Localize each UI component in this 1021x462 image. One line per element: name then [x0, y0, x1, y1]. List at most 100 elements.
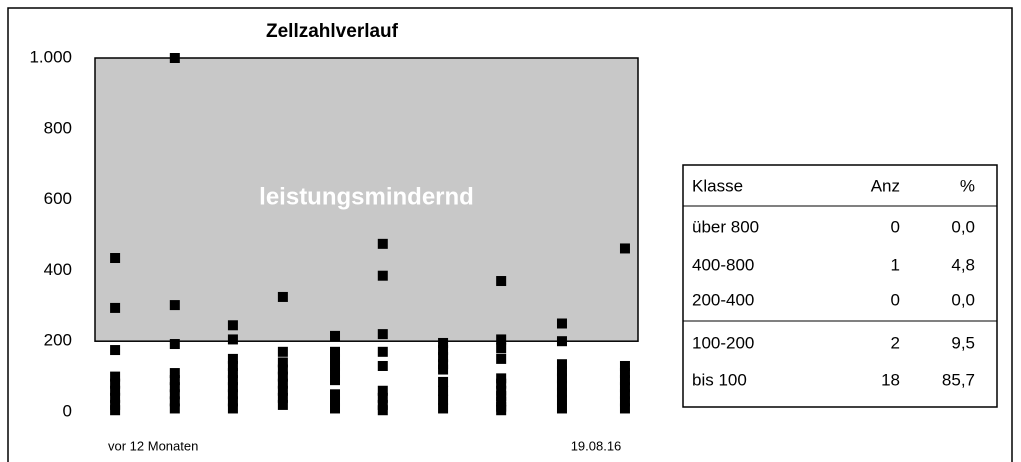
point: [496, 276, 507, 287]
point: [110, 253, 121, 264]
point: [227, 389, 238, 400]
point: [330, 375, 341, 386]
point: [227, 320, 238, 331]
point: [277, 385, 288, 396]
table-cell: 0: [891, 217, 900, 236]
point: [330, 403, 341, 414]
point: [110, 385, 121, 396]
point: [110, 302, 121, 313]
table-cell: 200-400: [692, 290, 754, 309]
point: [227, 360, 238, 371]
table-cell: 0: [891, 290, 900, 309]
point: [169, 375, 180, 386]
point: [496, 353, 507, 364]
point: [556, 359, 567, 370]
table-cell: 1: [891, 255, 900, 274]
point: [169, 53, 180, 63]
point: [619, 389, 630, 400]
point: [619, 396, 630, 407]
point: [227, 382, 238, 393]
table-cell: über 800: [692, 217, 759, 236]
table-cell: 4,8: [951, 255, 975, 274]
point: [438, 403, 449, 414]
point: [277, 399, 288, 410]
point: [169, 403, 180, 414]
point: [377, 270, 388, 281]
point: [619, 360, 630, 371]
point: [330, 353, 341, 364]
point: [110, 371, 121, 382]
point: [277, 392, 288, 403]
point: [330, 389, 341, 400]
table-frame: [682, 164, 998, 408]
point: [169, 382, 180, 393]
point: [438, 385, 449, 396]
point: [277, 346, 288, 357]
y-tick-label: 600: [44, 189, 72, 208]
y-tick-label: 800: [44, 118, 72, 137]
point: [227, 334, 238, 345]
point: [438, 364, 449, 375]
y-tick-label: 200: [44, 331, 72, 350]
point: [556, 318, 567, 329]
point: [556, 366, 567, 377]
point: [619, 375, 630, 386]
point: [110, 399, 121, 410]
point: [227, 403, 238, 414]
point: [377, 405, 388, 416]
y-tick-label: 0: [63, 401, 72, 420]
point: [110, 378, 121, 389]
point: [438, 394, 449, 405]
point: [438, 376, 449, 387]
point: [277, 371, 288, 382]
x-end-label: 19.08.16: [571, 438, 622, 453]
point: [169, 368, 180, 379]
table-cell: 0,0: [951, 217, 975, 236]
point: [110, 392, 121, 403]
point: [496, 405, 507, 416]
point: [330, 330, 341, 341]
point: [438, 337, 449, 348]
point: [277, 378, 288, 389]
point: [619, 243, 630, 254]
point: [377, 329, 388, 340]
y-tick-label: 1.000: [29, 47, 72, 66]
point: [496, 385, 507, 396]
point: [277, 357, 288, 368]
point: [110, 345, 121, 356]
table-cell: 9,5: [951, 333, 975, 352]
point: [556, 380, 567, 391]
x-start-label: vor 12 Monaten: [108, 438, 198, 453]
point: [330, 368, 341, 379]
point: [496, 396, 507, 407]
point: [377, 399, 388, 410]
point: [377, 360, 388, 371]
point: [227, 368, 238, 379]
point: [277, 291, 288, 302]
point: [227, 375, 238, 386]
point: [619, 382, 630, 393]
point: [556, 387, 567, 398]
point: [110, 405, 121, 416]
table-cell: bis 100: [692, 370, 747, 389]
y-tick-label: 400: [44, 260, 72, 279]
point: [496, 373, 507, 384]
point: [496, 343, 507, 354]
table-cell: 400-800: [692, 255, 754, 274]
point: [556, 336, 567, 347]
point: [438, 359, 449, 370]
point: [169, 389, 180, 400]
point: [556, 403, 567, 414]
point: [277, 364, 288, 375]
table-cell: 85,7: [942, 370, 975, 389]
zone: [94, 57, 639, 342]
point: [169, 339, 180, 350]
point: [619, 403, 630, 414]
point: [496, 391, 507, 402]
point: [556, 394, 567, 405]
table-cell: 2: [891, 333, 900, 352]
point: [377, 385, 388, 396]
table-header: Anz: [871, 176, 900, 195]
zone-label: leistungsmindernd: [259, 183, 474, 210]
point: [330, 360, 341, 371]
